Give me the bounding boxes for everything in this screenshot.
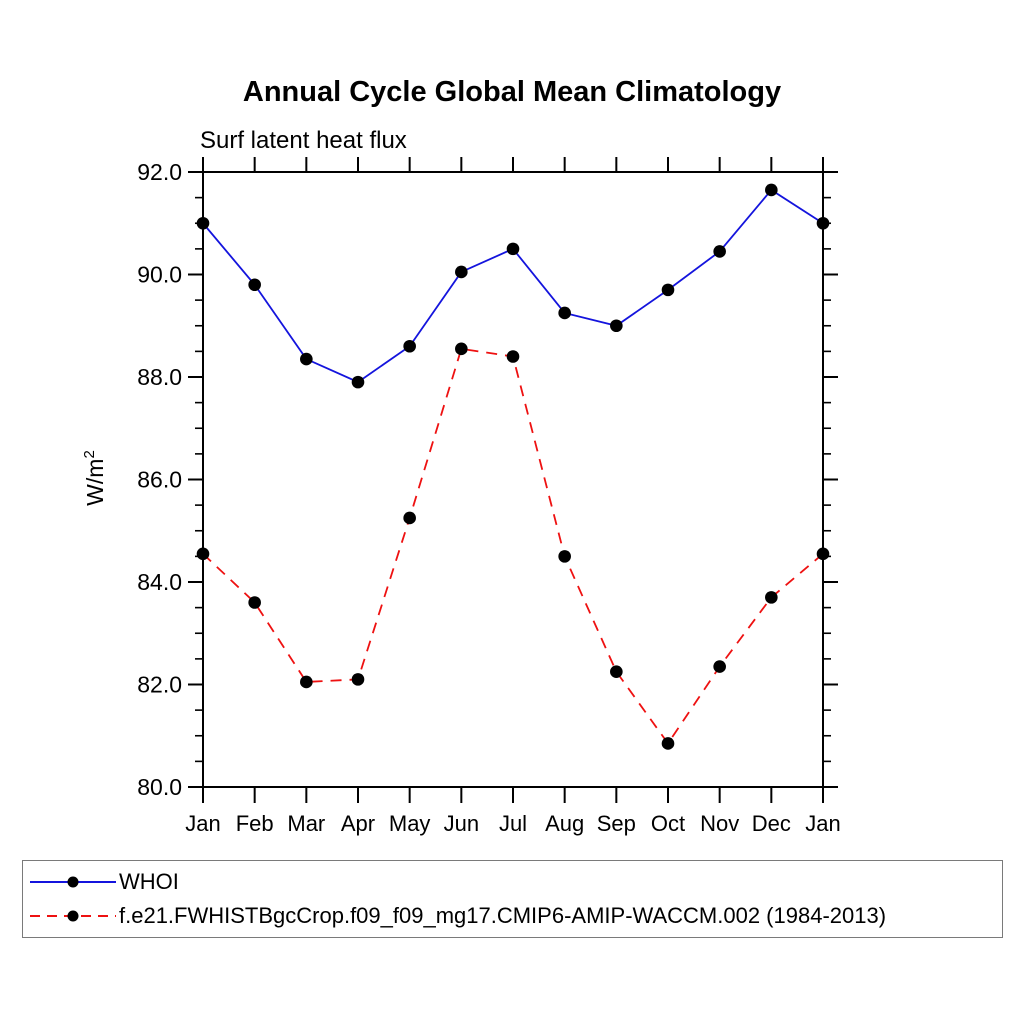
legend-line-sample-solid xyxy=(30,876,116,888)
data-point xyxy=(403,339,416,353)
data-point xyxy=(558,550,571,563)
data-point xyxy=(455,342,468,356)
y-tick-label: 84.0 xyxy=(137,569,182,595)
data-point xyxy=(816,216,830,230)
data-point xyxy=(300,352,313,366)
data-point xyxy=(765,183,778,197)
y-tick-label: 86.0 xyxy=(137,467,182,493)
data-point xyxy=(248,596,261,609)
data-point xyxy=(661,283,675,297)
y-tick-label: 88.0 xyxy=(137,364,182,390)
chart-subtitle: Surf latent heat flux xyxy=(200,127,407,154)
data-point xyxy=(248,278,261,292)
y-tick-label: 90.0 xyxy=(137,262,182,288)
y-tick-label: 82.0 xyxy=(137,672,182,698)
x-tick-label: Sep xyxy=(597,811,636,836)
legend-box: WHOI f.e21.FWHISTBgcCrop.f09_f09_mg17.CM… xyxy=(22,860,1003,938)
x-tick-label: Aug xyxy=(545,811,584,836)
legend-entry-whoi: WHOI xyxy=(27,869,1002,895)
x-tick-label: Jan xyxy=(185,811,220,836)
x-tick-label: Jan xyxy=(805,811,840,836)
data-point xyxy=(765,591,778,604)
data-point xyxy=(610,665,623,678)
x-tick-label: Dec xyxy=(752,811,791,836)
y-axis-label: W/m2 xyxy=(81,450,108,506)
x-tick-label: Apr xyxy=(341,811,375,836)
data-point xyxy=(661,737,675,750)
data-point xyxy=(403,511,416,525)
data-point xyxy=(196,216,210,230)
data-point xyxy=(351,375,365,389)
legend-label-model: f.e21.FWHISTBgcCrop.f09_f09_mg17.CMIP6-A… xyxy=(119,903,887,928)
x-tick-label: Mar xyxy=(287,811,325,836)
data-point xyxy=(713,245,726,258)
y-tick-label: 92.0 xyxy=(137,159,182,185)
data-point xyxy=(610,319,623,333)
series-line-1 xyxy=(202,347,824,746)
legend-entry-model: f.e21.FWHISTBgcCrop.f09_f09_mg17.CMIP6-A… xyxy=(27,903,1002,929)
chart-plot-area: 80.0 82.0 84.0 86.0 88.0 90.0 92.0 Jan Feb Mar Apr… xyxy=(81,157,841,836)
x-tick-label: Jul xyxy=(499,811,527,836)
legend-label-whoi: WHOI xyxy=(119,869,179,894)
data-point xyxy=(351,673,365,686)
chart-title: Annual Cycle Global Mean Climatology xyxy=(242,76,782,108)
data-point xyxy=(713,660,726,673)
x-tick-label: Jun xyxy=(444,811,479,836)
data-point xyxy=(816,547,830,561)
data-point xyxy=(506,242,520,256)
x-tick-label: Nov xyxy=(700,811,739,836)
data-point xyxy=(558,306,571,320)
data-point xyxy=(455,265,468,279)
x-tick-label: Oct xyxy=(651,811,685,836)
x-tick-label: Feb xyxy=(236,811,274,836)
data-point xyxy=(196,547,210,561)
y-tick-label: 80.0 xyxy=(137,774,182,800)
x-tick-label: May xyxy=(389,811,431,836)
data-point xyxy=(506,350,520,363)
data-point xyxy=(300,675,313,689)
plot-frame xyxy=(202,171,824,788)
legend-line-sample-dashed xyxy=(30,910,116,922)
